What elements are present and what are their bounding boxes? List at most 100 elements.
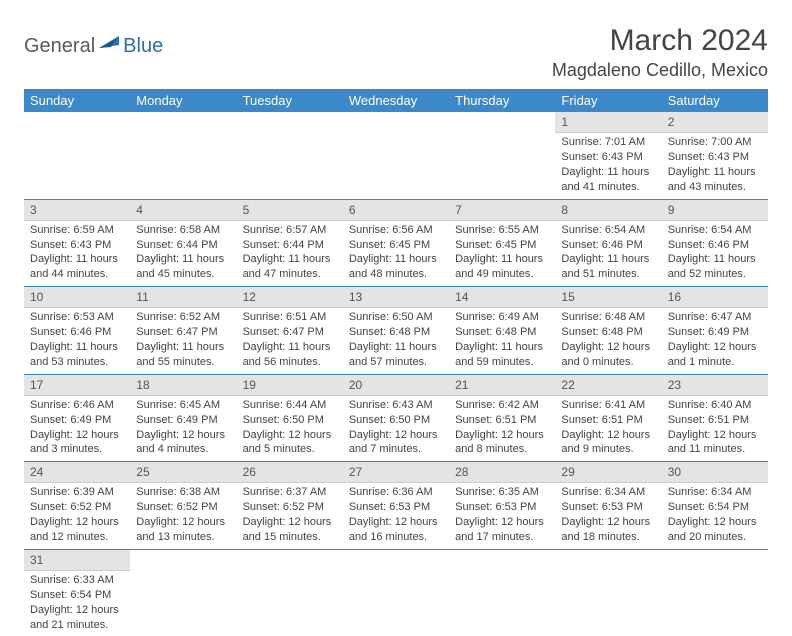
day-number: 16: [662, 287, 768, 308]
day-number: 5: [237, 200, 343, 221]
sunrise-text: Sunrise: 6:57 AM: [243, 223, 337, 238]
sunset-text: Sunset: 6:53 PM: [455, 500, 549, 515]
day-number: 10: [24, 287, 130, 308]
sunrise-text: Sunrise: 6:52 AM: [136, 310, 230, 325]
calendar-day-cell: 6Sunrise: 6:56 AMSunset: 6:45 PMDaylight…: [343, 199, 449, 287]
weekday-header: Monday: [130, 89, 236, 112]
calendar-day-cell: [237, 549, 343, 636]
day-body: Sunrise: 6:33 AMSunset: 6:54 PMDaylight:…: [24, 571, 130, 636]
sunset-text: Sunset: 6:49 PM: [668, 325, 762, 340]
calendar-day-cell: 2Sunrise: 7:00 AMSunset: 6:43 PMDaylight…: [662, 112, 768, 199]
daylight-text: and 8 minutes.: [455, 442, 549, 457]
sunset-text: Sunset: 6:50 PM: [349, 413, 443, 428]
daylight-text: Daylight: 12 hours: [136, 515, 230, 530]
daylight-text: and 55 minutes.: [136, 355, 230, 370]
calendar-day-cell: 20Sunrise: 6:43 AMSunset: 6:50 PMDayligh…: [343, 374, 449, 462]
logo-text-general: General: [24, 35, 95, 58]
header: General Blue March 2024 Magdaleno Cedill…: [24, 24, 768, 81]
calendar-week-row: 31Sunrise: 6:33 AMSunset: 6:54 PMDayligh…: [24, 549, 768, 636]
calendar-day-cell: 30Sunrise: 6:34 AMSunset: 6:54 PMDayligh…: [662, 462, 768, 550]
daylight-text: Daylight: 11 hours: [668, 252, 762, 267]
day-body: Sunrise: 6:55 AMSunset: 6:45 PMDaylight:…: [449, 221, 555, 286]
daylight-text: Daylight: 11 hours: [136, 340, 230, 355]
day-body: Sunrise: 6:52 AMSunset: 6:47 PMDaylight:…: [130, 308, 236, 373]
calendar-day-cell: [130, 549, 236, 636]
daylight-text: and 56 minutes.: [243, 355, 337, 370]
day-number: 1: [555, 112, 661, 133]
day-number: 26: [237, 462, 343, 483]
sunset-text: Sunset: 6:53 PM: [561, 500, 655, 515]
sunrise-text: Sunrise: 6:56 AM: [349, 223, 443, 238]
sunset-text: Sunset: 6:54 PM: [668, 500, 762, 515]
location-text: Magdaleno Cedillo, Mexico: [552, 60, 768, 81]
daylight-text: and 3 minutes.: [30, 442, 124, 457]
day-number: 20: [343, 375, 449, 396]
day-number: 18: [130, 375, 236, 396]
sunset-text: Sunset: 6:44 PM: [136, 238, 230, 253]
sunrise-text: Sunrise: 6:51 AM: [243, 310, 337, 325]
calendar-day-cell: 18Sunrise: 6:45 AMSunset: 6:49 PMDayligh…: [130, 374, 236, 462]
daylight-text: Daylight: 12 hours: [561, 515, 655, 530]
sunrise-text: Sunrise: 6:37 AM: [243, 485, 337, 500]
calendar-day-cell: [662, 549, 768, 636]
calendar-day-cell: [555, 549, 661, 636]
day-number: 25: [130, 462, 236, 483]
sunrise-text: Sunrise: 6:38 AM: [136, 485, 230, 500]
calendar-week-row: 24Sunrise: 6:39 AMSunset: 6:52 PMDayligh…: [24, 462, 768, 550]
day-number: 29: [555, 462, 661, 483]
day-number: 23: [662, 375, 768, 396]
day-number: 28: [449, 462, 555, 483]
day-number: 2: [662, 112, 768, 133]
daylight-text: Daylight: 12 hours: [668, 340, 762, 355]
sunrise-text: Sunrise: 6:36 AM: [349, 485, 443, 500]
calendar-day-cell: 16Sunrise: 6:47 AMSunset: 6:49 PMDayligh…: [662, 287, 768, 375]
sunset-text: Sunset: 6:51 PM: [668, 413, 762, 428]
day-body: Sunrise: 6:34 AMSunset: 6:53 PMDaylight:…: [555, 483, 661, 548]
daylight-text: and 53 minutes.: [30, 355, 124, 370]
sunrise-text: Sunrise: 6:34 AM: [561, 485, 655, 500]
daylight-text: Daylight: 12 hours: [30, 515, 124, 530]
day-number: 4: [130, 200, 236, 221]
sunset-text: Sunset: 6:51 PM: [561, 413, 655, 428]
daylight-text: and 18 minutes.: [561, 530, 655, 545]
calendar-day-cell: 10Sunrise: 6:53 AMSunset: 6:46 PMDayligh…: [24, 287, 130, 375]
day-body: Sunrise: 6:51 AMSunset: 6:47 PMDaylight:…: [237, 308, 343, 373]
daylight-text: and 41 minutes.: [561, 180, 655, 195]
sunset-text: Sunset: 6:48 PM: [455, 325, 549, 340]
calendar-day-cell: [237, 112, 343, 199]
day-body: Sunrise: 6:47 AMSunset: 6:49 PMDaylight:…: [662, 308, 768, 373]
sunset-text: Sunset: 6:48 PM: [349, 325, 443, 340]
sunset-text: Sunset: 6:50 PM: [243, 413, 337, 428]
day-body: Sunrise: 6:44 AMSunset: 6:50 PMDaylight:…: [237, 396, 343, 461]
sunset-text: Sunset: 6:49 PM: [136, 413, 230, 428]
sunset-text: Sunset: 6:52 PM: [30, 500, 124, 515]
sunrise-text: Sunrise: 6:55 AM: [455, 223, 549, 238]
daylight-text: and 15 minutes.: [243, 530, 337, 545]
calendar-day-cell: 8Sunrise: 6:54 AMSunset: 6:46 PMDaylight…: [555, 199, 661, 287]
calendar-day-cell: 28Sunrise: 6:35 AMSunset: 6:53 PMDayligh…: [449, 462, 555, 550]
day-number: 13: [343, 287, 449, 308]
day-body: Sunrise: 7:00 AMSunset: 6:43 PMDaylight:…: [662, 133, 768, 198]
daylight-text: Daylight: 12 hours: [30, 603, 124, 618]
day-number: 3: [24, 200, 130, 221]
sunrise-text: Sunrise: 6:44 AM: [243, 398, 337, 413]
day-number: 17: [24, 375, 130, 396]
calendar-week-row: 3Sunrise: 6:59 AMSunset: 6:43 PMDaylight…: [24, 199, 768, 287]
calendar-table: Sunday Monday Tuesday Wednesday Thursday…: [24, 89, 768, 636]
calendar-day-cell: [449, 549, 555, 636]
daylight-text: and 21 minutes.: [30, 618, 124, 633]
daylight-text: Daylight: 11 hours: [455, 252, 549, 267]
calendar-day-cell: 15Sunrise: 6:48 AMSunset: 6:48 PMDayligh…: [555, 287, 661, 375]
daylight-text: and 20 minutes.: [668, 530, 762, 545]
day-body: Sunrise: 6:38 AMSunset: 6:52 PMDaylight:…: [130, 483, 236, 548]
sunrise-text: Sunrise: 7:00 AM: [668, 135, 762, 150]
daylight-text: Daylight: 12 hours: [136, 428, 230, 443]
sunrise-text: Sunrise: 6:41 AM: [561, 398, 655, 413]
day-number: 6: [343, 200, 449, 221]
daylight-text: Daylight: 11 hours: [668, 165, 762, 180]
calendar-day-cell: 5Sunrise: 6:57 AMSunset: 6:44 PMDaylight…: [237, 199, 343, 287]
day-number: 21: [449, 375, 555, 396]
day-body: Sunrise: 6:41 AMSunset: 6:51 PMDaylight:…: [555, 396, 661, 461]
calendar-day-cell: 21Sunrise: 6:42 AMSunset: 6:51 PMDayligh…: [449, 374, 555, 462]
sunset-text: Sunset: 6:45 PM: [349, 238, 443, 253]
